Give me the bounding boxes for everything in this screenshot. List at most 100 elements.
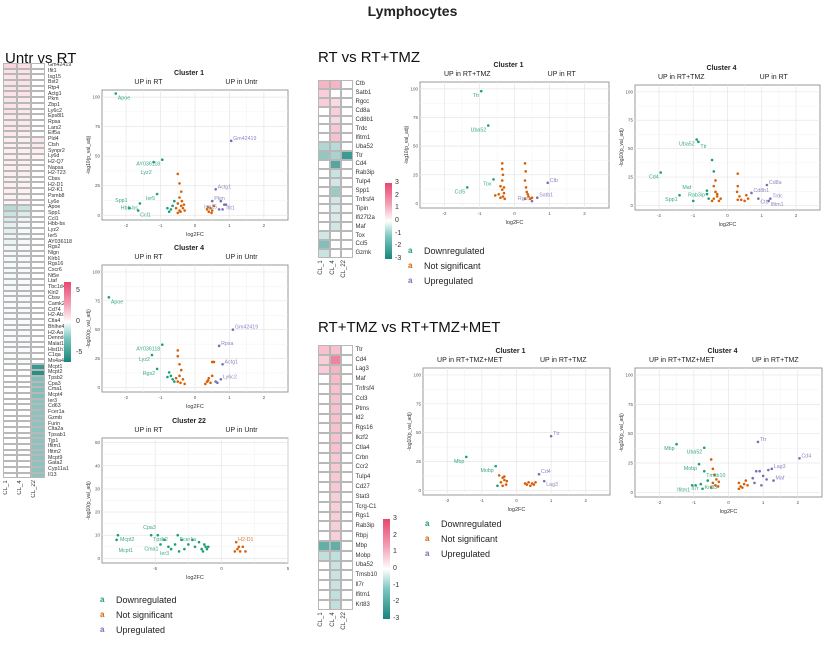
heatmap-cell xyxy=(31,472,45,479)
heatmap-cell xyxy=(17,176,31,183)
heatmap-cell xyxy=(3,461,17,467)
heatmap-cell xyxy=(3,154,17,160)
left-label: UP in RT+TMZ xyxy=(657,74,705,81)
heatmap-cell xyxy=(318,521,330,532)
gene-point-label: Cd8b1 xyxy=(753,188,769,194)
colorbar-tick: 1 xyxy=(393,548,397,556)
legend-item-up: a Upregulated xyxy=(100,622,177,637)
heatmap-cell xyxy=(17,330,31,336)
gene-label: Ifi27l2a xyxy=(355,214,375,221)
data-point xyxy=(711,481,715,485)
heatmap-row: Rgs16 xyxy=(3,261,72,268)
column-label: CL_1 xyxy=(3,480,9,495)
heatmap-row: Cd8b1 xyxy=(318,115,375,125)
plot-title: Cluster 4 xyxy=(174,245,204,252)
heatmap-cell xyxy=(3,267,17,274)
heatmap-cell xyxy=(341,433,353,443)
data-point xyxy=(501,173,505,177)
gene-label: Nt5e xyxy=(48,272,60,279)
heatmap-cell xyxy=(318,177,330,187)
y-tick-label: 0 xyxy=(97,385,100,390)
heatmap-cell xyxy=(31,353,45,359)
gene-label: Ltaf xyxy=(48,278,57,285)
labeled-point xyxy=(219,378,223,381)
data-point xyxy=(176,354,180,358)
legend-label: Upregulated xyxy=(441,548,491,559)
x-tick-label: 1 xyxy=(762,500,765,505)
heatmap-cell xyxy=(31,245,45,251)
heatmap-cell xyxy=(318,204,330,214)
colorbar-tick: 3 xyxy=(395,179,399,186)
gene-point-label: Rgcc xyxy=(518,196,530,202)
data-point xyxy=(713,473,716,477)
legend-item-down: a Downregulated xyxy=(100,592,177,607)
gene-point-label: Ttr xyxy=(473,93,480,99)
heatmap-row: Maf xyxy=(318,374,377,385)
heatmap-cell xyxy=(341,511,353,522)
x-tick-label: 2 xyxy=(263,395,266,400)
heatmap-row: Tox xyxy=(318,231,375,241)
heatmap-cell xyxy=(31,193,45,200)
heatmap-cell xyxy=(17,239,31,245)
data-point xyxy=(534,481,537,484)
heatmap-row: Ccl1 xyxy=(3,216,72,223)
data-point xyxy=(530,196,534,199)
x-tick-label: 2 xyxy=(583,211,586,216)
gene-label: Tbc1d4 xyxy=(48,284,66,290)
heatmap-cell xyxy=(329,462,341,473)
x-tick-label: 2 xyxy=(795,213,798,218)
column-label: CL_22 xyxy=(31,480,37,498)
heatmap-cell xyxy=(329,345,341,355)
heatmap-cell xyxy=(17,375,31,382)
heatmap-cell xyxy=(341,491,353,502)
heatmap-row: Nlgn xyxy=(3,250,72,257)
data-point xyxy=(179,381,182,385)
heatmap-cell xyxy=(329,186,341,196)
volcano-plot: -2 -1 0 1 2 0 25 50 75 100 log2FC -log10(p_val_adj)… xyxy=(407,367,611,513)
heatmap-cell xyxy=(3,472,17,479)
gene-point-label: AY036118 xyxy=(136,347,160,353)
gene-point-label: Fcer1a xyxy=(180,537,197,543)
heatmap-cell xyxy=(31,131,45,137)
gene-label: Actg1 xyxy=(48,90,62,97)
gene-label: Cd8b1 xyxy=(355,117,374,123)
data-point xyxy=(712,170,716,173)
heatmap-cell xyxy=(3,148,17,154)
heatmap-cell xyxy=(31,449,45,456)
heatmap-cell xyxy=(329,115,341,125)
heatmap-row: Ifit1 xyxy=(3,68,72,75)
data-point xyxy=(744,479,748,482)
data-point xyxy=(760,483,763,487)
gene-point-label: Ttr xyxy=(700,144,707,150)
y-axis-label: -log10(p_val_adj) xyxy=(619,413,625,452)
plot-title: Cluster 4 xyxy=(707,348,738,355)
legend-item-ns: a Not significant xyxy=(425,531,502,546)
x-tick-label: 0 xyxy=(220,566,223,571)
heatmap-row: Ttr xyxy=(318,345,377,355)
legend-label: Upregulated xyxy=(116,624,166,635)
heatmap-cell xyxy=(31,199,45,206)
data-point xyxy=(191,538,194,542)
labeled-point xyxy=(549,434,553,438)
colorbar-tmz-vs-met xyxy=(383,519,390,619)
heatmap-cell xyxy=(3,324,17,331)
heatmap-cell xyxy=(329,393,341,404)
heatmap-cell xyxy=(3,427,17,433)
heatmap-cell xyxy=(318,106,330,116)
heatmap-cell xyxy=(318,531,330,541)
data-point xyxy=(715,195,719,198)
x-tick-label: -2 xyxy=(124,395,128,400)
data-point xyxy=(193,545,197,549)
legend-key-ns: a xyxy=(425,534,430,543)
y-tick-label: 75 xyxy=(413,115,419,120)
heatmap-cell xyxy=(329,413,341,424)
data-point xyxy=(497,474,501,477)
heatmap-cell xyxy=(31,324,45,331)
gene-point-label: Satb1 xyxy=(539,193,553,199)
data-point xyxy=(496,484,499,488)
heatmap-cell xyxy=(17,415,31,422)
gene-label: Psmb8 xyxy=(48,193,65,199)
heatmap-row: Ccl5 xyxy=(318,240,375,249)
heatmap-cell xyxy=(31,387,45,393)
heatmap-cell xyxy=(329,240,341,249)
